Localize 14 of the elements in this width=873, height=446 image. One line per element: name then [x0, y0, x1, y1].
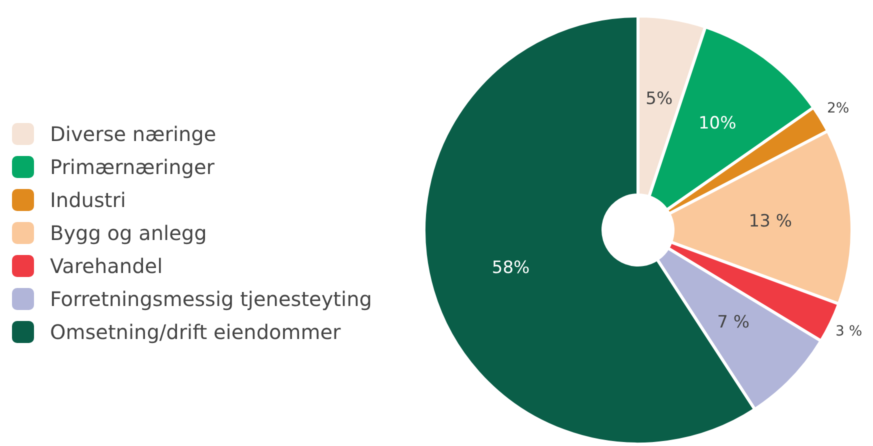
legend-label: Primærnæringer	[50, 155, 216, 179]
data-label: 2%	[826, 100, 850, 117]
data-label: 7 %	[717, 312, 750, 332]
legend-label: Varehandel	[50, 254, 163, 278]
data-label: 13 %	[748, 212, 792, 232]
legend-label: Forretningsmessig tjenesteyting	[50, 287, 372, 311]
legend-label: Omsetning/drift eiendommer	[50, 320, 342, 344]
legend-label: Bygg og anlegg	[50, 221, 207, 245]
data-label: 5%	[646, 89, 673, 110]
data-label: 58%	[492, 258, 530, 278]
legend-label: Industri	[50, 188, 126, 212]
legend-label: Diverse næringe	[50, 122, 216, 146]
data-label: 10%	[698, 114, 736, 134]
data-label: 3 %	[835, 324, 862, 340]
